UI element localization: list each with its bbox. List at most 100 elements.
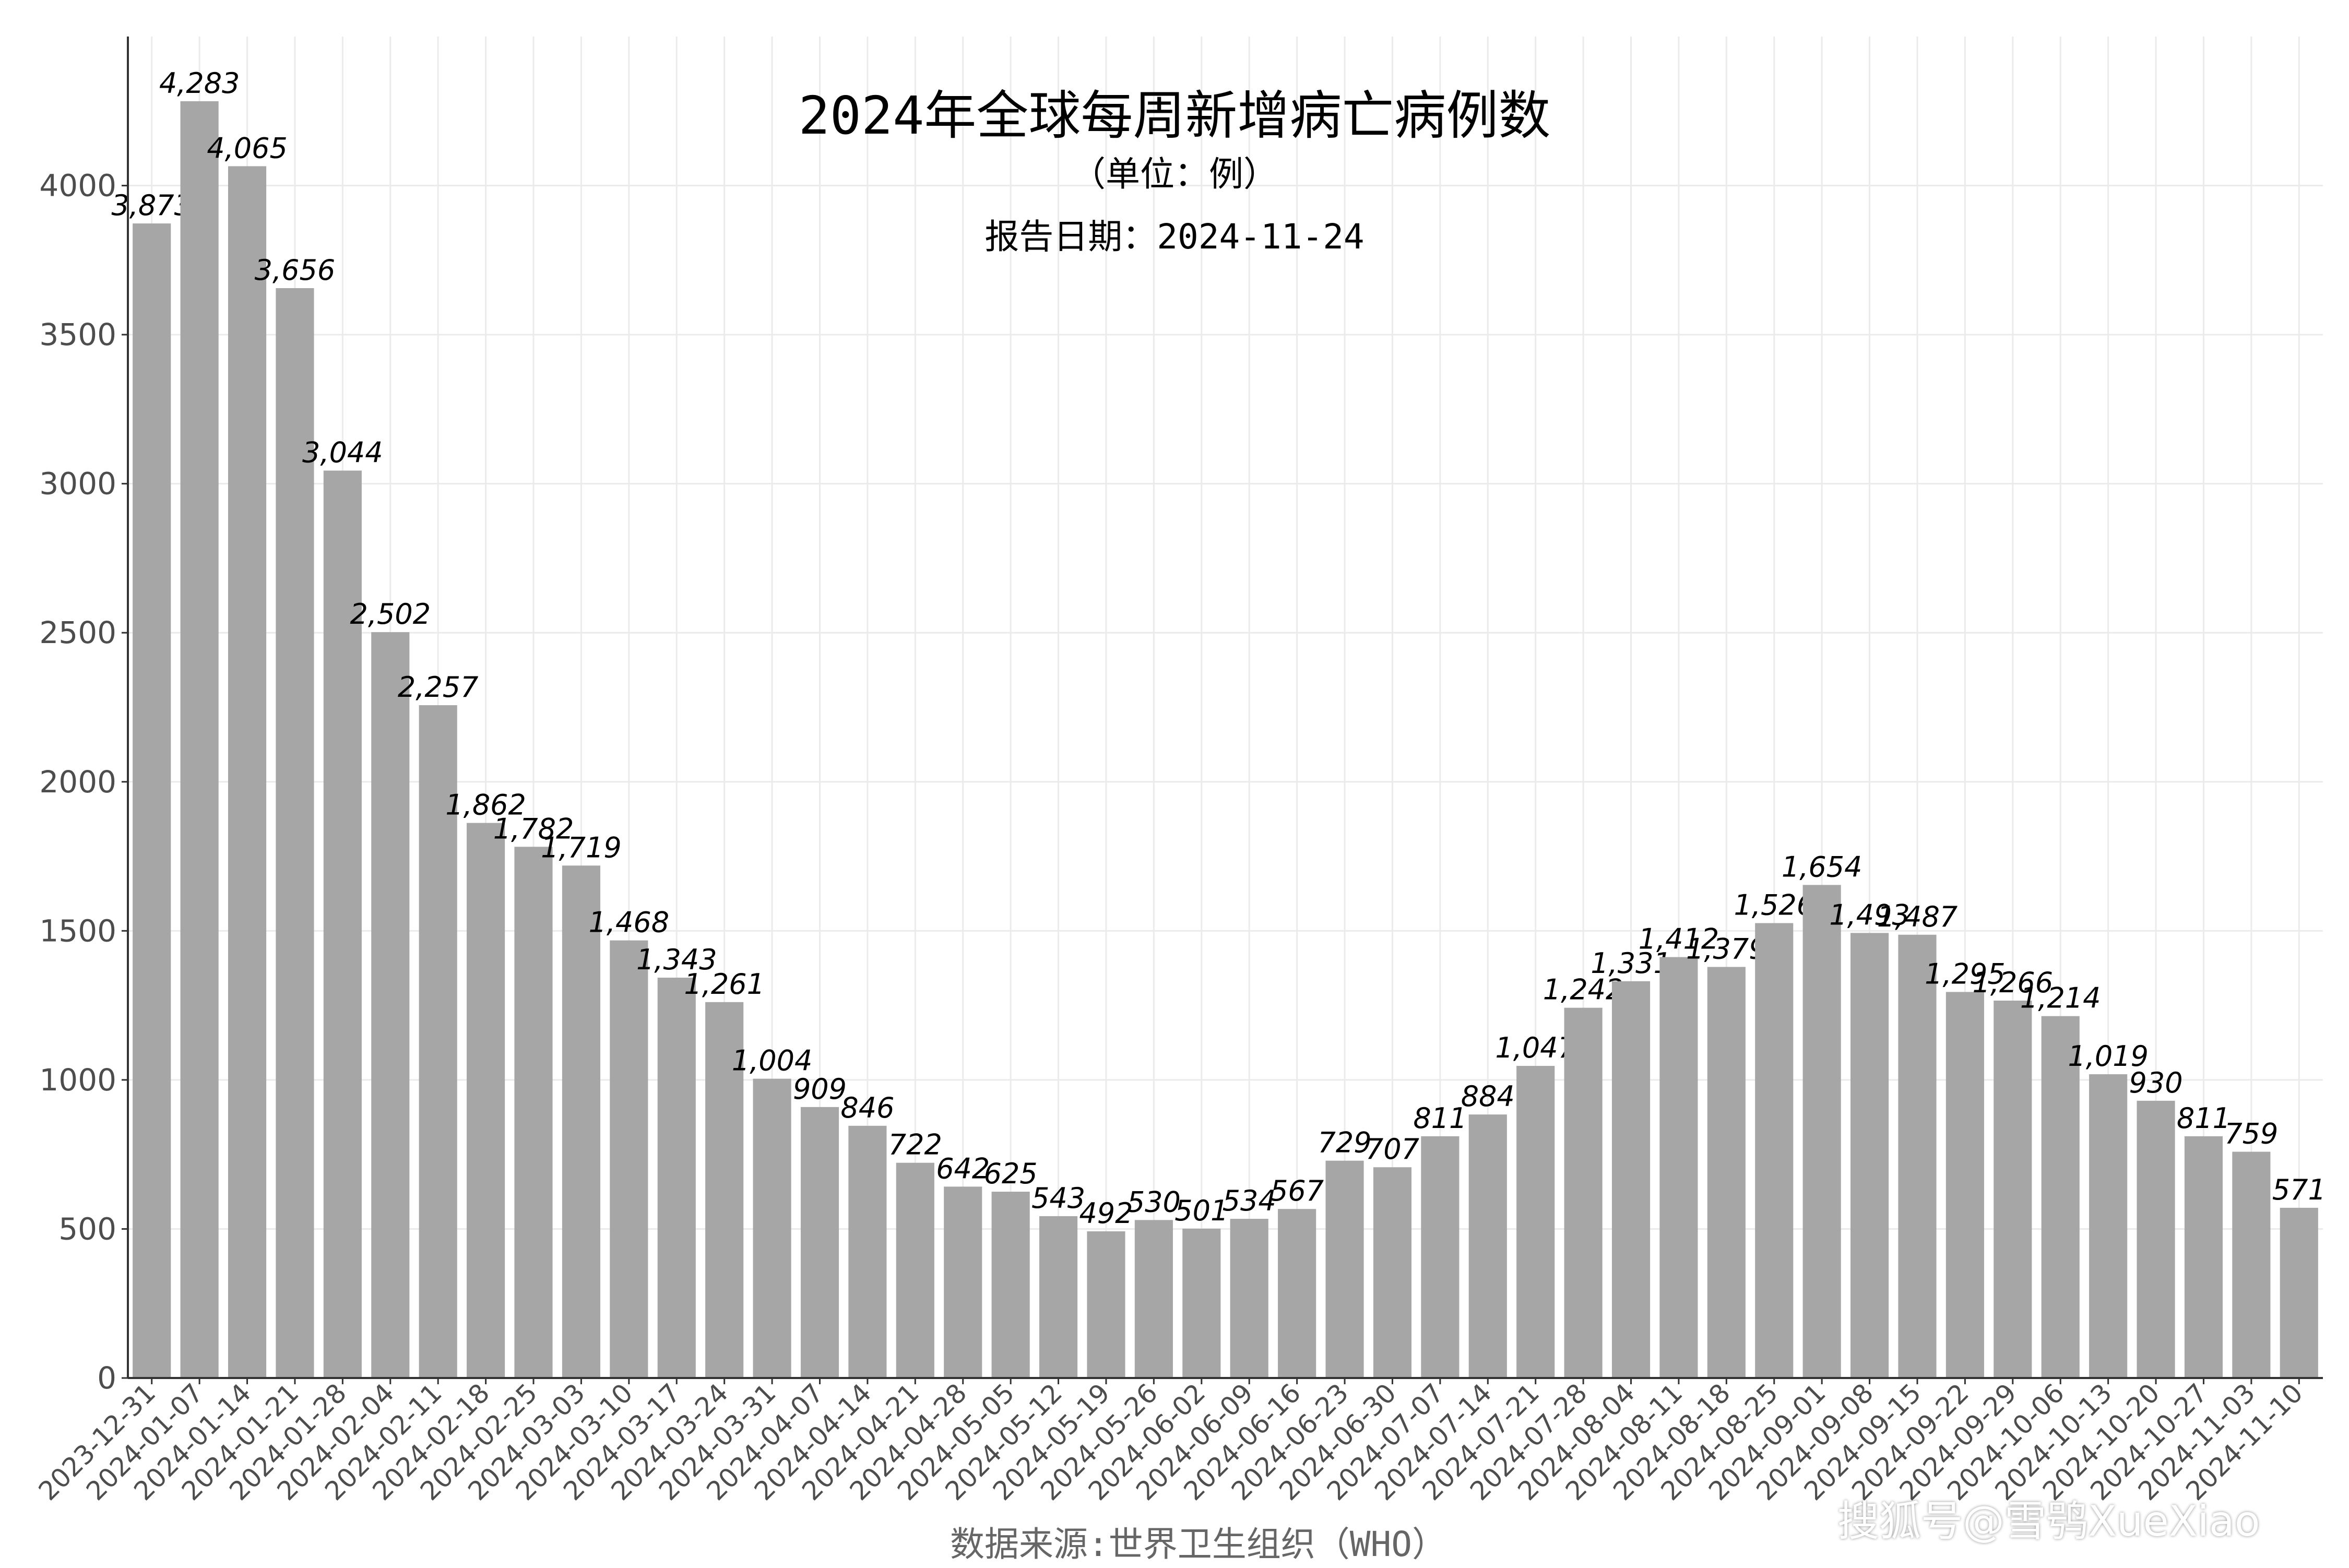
value-label: 567 <box>1270 1174 1324 1207</box>
bar <box>133 223 171 1378</box>
bar <box>1230 1219 1268 1378</box>
bar <box>610 940 648 1378</box>
value-label: 1,214 <box>2020 982 2101 1015</box>
bar <box>2232 1151 2271 1378</box>
value-label: 729 <box>1318 1126 1371 1159</box>
value-label: 1,719 <box>541 831 622 864</box>
y-tick-label: 2500 <box>39 615 116 650</box>
watermark: 搜狐号@雪鸮XueXiao <box>1837 1497 2260 1546</box>
bar <box>2184 1136 2223 1378</box>
bar <box>2280 1207 2318 1378</box>
value-label: 811 <box>1413 1102 1467 1135</box>
value-label: 530 <box>1127 1185 1181 1218</box>
value-label: 909 <box>793 1073 847 1106</box>
value-label: 1,261 <box>684 968 765 1001</box>
value-label: 1,242 <box>1543 973 1624 1006</box>
bar <box>1373 1167 1412 1378</box>
bar <box>705 1002 744 1378</box>
value-label: 1,412 <box>1639 923 1719 956</box>
y-tick-label: 4000 <box>39 168 116 204</box>
value-label: 846 <box>840 1091 894 1124</box>
value-label: 492 <box>1079 1197 1133 1230</box>
bar <box>753 1078 791 1378</box>
value-label: 884 <box>1461 1080 1515 1113</box>
bar <box>1611 981 1651 1378</box>
y-tick-label: 3500 <box>39 317 116 352</box>
bar <box>1468 1114 1507 1378</box>
value-label: 3,873 <box>111 189 192 222</box>
bar <box>323 470 362 1378</box>
value-label: 1,379 <box>1686 932 1767 965</box>
bar <box>2137 1100 2175 1378</box>
bar <box>1850 933 1889 1378</box>
value-label: 1,862 <box>445 789 526 822</box>
value-label: 3,656 <box>255 254 336 287</box>
bar <box>1659 957 1698 1378</box>
bar <box>1278 1209 1316 1378</box>
value-label: 1,782 <box>493 812 574 845</box>
bar <box>848 1125 887 1378</box>
y-tick-label: 0 <box>97 1360 116 1396</box>
bar <box>419 705 457 1378</box>
value-label: 543 <box>1031 1182 1085 1215</box>
chart-report-date: 报告日期：2024-11-24 <box>984 217 1365 257</box>
bar <box>1945 992 1984 1378</box>
bar <box>1325 1160 1364 1378</box>
bar <box>1707 967 1746 1378</box>
value-label: 3,044 <box>302 436 383 469</box>
y-tick-label: 1500 <box>39 913 116 948</box>
value-label: 2,502 <box>350 598 431 631</box>
value-label: 1,343 <box>636 943 717 976</box>
bar <box>1994 1000 2032 1378</box>
value-label: 722 <box>888 1129 942 1161</box>
value-label: 625 <box>984 1157 1038 1190</box>
value-label: 1,526 <box>1734 888 1814 921</box>
value-label: 811 <box>2177 1102 2231 1135</box>
chart-title: 2024年全球每周新增病亡病例数 <box>798 85 1551 146</box>
value-label: 1,047 <box>1495 1031 1576 1064</box>
bar <box>1039 1216 1078 1378</box>
bar <box>562 865 600 1378</box>
bar <box>2089 1074 2128 1378</box>
bar <box>371 632 410 1378</box>
value-label: 642 <box>936 1152 990 1185</box>
y-tick-label: 500 <box>58 1211 116 1246</box>
bar <box>1421 1136 1460 1378</box>
bar <box>896 1162 934 1378</box>
bar <box>276 288 314 1378</box>
value-label: 4,065 <box>207 132 288 164</box>
bar <box>800 1107 839 1378</box>
value-label: 759 <box>2224 1118 2278 1150</box>
y-tick-label: 3000 <box>39 466 116 502</box>
bar <box>180 101 219 1378</box>
value-label: 4,283 <box>159 67 240 100</box>
bar <box>1802 885 1841 1378</box>
value-label: 1,487 <box>1877 900 1958 933</box>
value-label: 1,654 <box>1782 850 1862 883</box>
bar <box>1564 1007 1603 1378</box>
bar <box>1755 923 1794 1378</box>
bar <box>1134 1220 1173 1378</box>
bar <box>1087 1231 1125 1378</box>
value-label: 707 <box>1366 1133 1419 1166</box>
bar <box>1898 934 1937 1378</box>
bar <box>467 823 505 1378</box>
value-label: 2,257 <box>398 671 479 704</box>
value-label: 501 <box>1174 1194 1228 1227</box>
value-label: 930 <box>2129 1066 2183 1099</box>
bar <box>944 1186 982 1378</box>
value-label: 571 <box>2272 1173 2326 1206</box>
bar <box>1516 1066 1555 1378</box>
bar <box>1182 1228 1221 1378</box>
bar <box>228 166 267 1378</box>
value-label: 1,019 <box>2068 1040 2149 1073</box>
value-label: 1,331 <box>1591 947 1671 980</box>
bar <box>514 847 553 1378</box>
y-tick-label: 1000 <box>39 1062 116 1098</box>
bar <box>991 1192 1030 1378</box>
y-tick-label: 2000 <box>39 764 116 800</box>
value-label: 534 <box>1223 1184 1276 1217</box>
data-source-caption: 数据来源:世界卫生组织（WHO） <box>950 1524 1446 1564</box>
